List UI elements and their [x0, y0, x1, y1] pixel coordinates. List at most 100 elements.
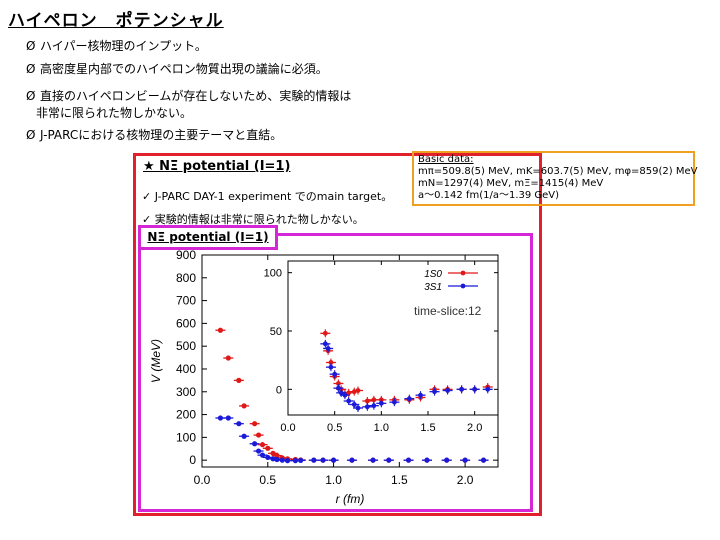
inset-point-3S1 [338, 390, 344, 396]
y-tick-label: 600 [176, 316, 196, 330]
inset-point-3S1 [445, 388, 450, 393]
bullet-item: Ø 高密度星内部でのハイペロン物質出現の議論に必須。 [26, 62, 328, 76]
x-tick-label: 0.0 [194, 473, 211, 487]
data-point-3S1 [462, 457, 468, 463]
inset-point-3S1 [371, 403, 377, 409]
y-tick-label: 0 [189, 453, 196, 467]
inset-x-tick-label: 1.0 [374, 422, 389, 434]
inset-point-3S1 [342, 392, 348, 398]
data-point-3S1 [386, 457, 392, 463]
data-point-3S1 [225, 415, 231, 421]
inset-point-1S0 [322, 330, 328, 336]
bullet-item: Ø ハイパー核物理のインプット。 [26, 39, 207, 53]
data-point-3S1 [252, 441, 258, 447]
data-point-3S1 [292, 458, 299, 464]
data-point-1S0 [217, 327, 224, 333]
y-tick-label: 400 [176, 362, 196, 376]
data-point-3S1 [241, 433, 247, 439]
data-point-3S1 [236, 421, 242, 427]
data-point-1S0 [265, 445, 271, 451]
basic-data-title: Basic data: [418, 154, 474, 165]
inset-x-tick-label: 0.0 [280, 422, 295, 434]
data-point-1S0 [259, 442, 266, 448]
box-heading: ★ NΞ potential (I=1) [143, 159, 291, 174]
inset-point-1S0 [371, 397, 377, 403]
check-item: ✓ 実験的情報は非常に限られた物しかない。 [142, 213, 364, 226]
bullet-item: Ø 直接のハイペロンビームが存在しないため、実験的情報は 非常に限られた物しかない… [26, 89, 352, 120]
plot-label: NΞ potential (I=1) [138, 225, 278, 250]
page-title: ハイペロン ポテンシャル [8, 11, 224, 31]
inset-point-3S1 [364, 404, 370, 410]
y-axis-label: V (MeV) [149, 339, 163, 383]
inset-point-3S1 [378, 400, 384, 406]
y-tick-label: 900 [176, 248, 196, 262]
inset-point-1S0 [364, 398, 370, 404]
inset-point-3S1 [346, 398, 352, 404]
data-point-3S1 [480, 457, 487, 463]
data-point-3S1 [370, 457, 376, 463]
inset-point-3S1 [351, 402, 357, 407]
inset-point-3S1 [355, 405, 361, 411]
y-tick-label: 700 [176, 294, 196, 308]
inset-point-3S1 [459, 386, 464, 392]
y-tick-label: 800 [176, 271, 196, 285]
data-point-1S0 [274, 453, 280, 459]
inset-axes-frame [287, 260, 499, 416]
inset-point-1S0 [336, 381, 341, 386]
basic-data-line: mπ=509.8(5) MeV, mK=603.7(5) MeV, mφ=859… [418, 166, 698, 177]
data-point-1S0 [255, 432, 262, 438]
x-tick-label: 1.0 [325, 473, 342, 487]
inset-y-tick-label: 50 [270, 326, 282, 338]
basic-data-line: a～0.142 fm(1/a～1.39 GeV) [418, 190, 560, 201]
data-point-3S1 [217, 415, 224, 421]
data-point-3S1 [259, 452, 266, 458]
data-point-3S1 [330, 457, 337, 463]
arrow-bullet-icon: Ø [26, 39, 36, 53]
y-tick-label: 300 [176, 385, 196, 399]
y-tick-label: 200 [176, 408, 196, 422]
inset-point-3S1 [472, 386, 478, 392]
data-point-1S0 [241, 403, 247, 409]
highlight-box [133, 153, 542, 516]
inset-point-3S1 [332, 371, 338, 377]
y-tick-label: 100 [176, 430, 196, 444]
plot-frame [138, 233, 533, 512]
inset-y-tick-label: 100 [264, 268, 282, 280]
y-tick-label: 500 [176, 339, 196, 353]
x-tick-label: 1.5 [391, 473, 408, 487]
data-point-3S1 [274, 456, 280, 463]
arrow-bullet-icon: Ø [26, 89, 36, 103]
inset-point-1S0 [355, 388, 361, 393]
inset-x-tick-label: 1.5 [420, 422, 435, 434]
data-point-3S1 [349, 457, 355, 463]
arrow-bullet-icon: Ø [26, 62, 36, 76]
basic-data-line: mN=1297(4) MeV, mΞ=1415(4) MeV [418, 178, 604, 189]
data-point-1S0 [225, 355, 231, 361]
data-point-3S1 [320, 457, 326, 463]
data-point-3S1 [298, 457, 304, 463]
data-point-1S0 [236, 377, 242, 383]
inset-x-tick-label: 2.0 [467, 422, 482, 434]
data-point-3S1 [311, 457, 317, 463]
x-axis-label: r (fm) [336, 492, 365, 506]
legend-label: 1S0 [424, 269, 442, 280]
arrow-bullet-icon: Ø [26, 128, 36, 142]
legend-label: 3S1 [424, 282, 442, 293]
inset-point-3S1 [328, 364, 334, 370]
legend-marker [460, 283, 466, 289]
inset-point-3S1 [322, 341, 328, 347]
x-tick-label: 2.0 [457, 473, 474, 487]
data-point-3S1 [424, 457, 430, 463]
data-point-3S1 [255, 448, 262, 454]
data-point-1S0 [270, 450, 276, 456]
inset-point-3S1 [418, 392, 423, 398]
legend-marker [460, 270, 466, 276]
data-point-3S1 [405, 457, 412, 463]
x-tick-label: 0.5 [259, 473, 276, 487]
data-point-3S1 [284, 458, 291, 464]
inset-x-tick-label: 0.5 [327, 422, 342, 434]
data-point-3S1 [444, 457, 450, 463]
inset-point-3S1 [392, 399, 397, 405]
basic-data-box: Basic data: mπ=509.8(5) MeV, mK=603.7(5)… [412, 151, 698, 206]
